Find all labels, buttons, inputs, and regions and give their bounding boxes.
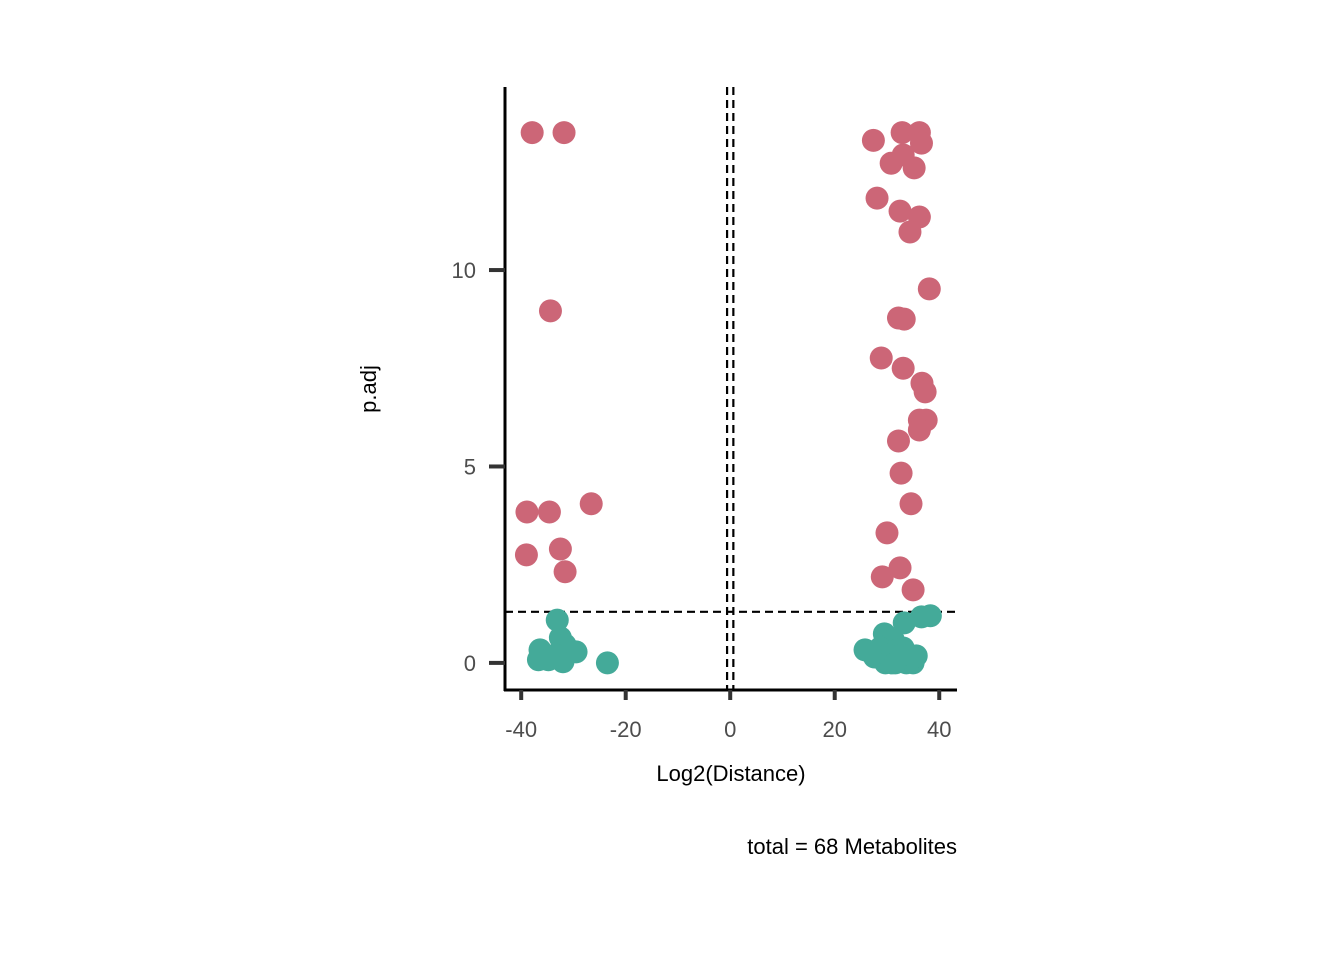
data-point — [538, 299, 562, 323]
data-point — [548, 537, 572, 561]
data-point — [875, 521, 899, 545]
data-point — [892, 307, 916, 331]
y-tick-label: 5 — [464, 454, 476, 479]
data-point — [889, 461, 913, 485]
data-point — [861, 128, 885, 152]
y-tick-label: 10 — [452, 258, 476, 283]
data-point — [888, 199, 912, 223]
data-point — [892, 611, 916, 635]
data-point — [537, 500, 561, 524]
data-point — [520, 121, 544, 145]
reference-lines — [505, 87, 957, 690]
data-point — [865, 186, 889, 210]
x-tick-label: -40 — [505, 717, 537, 742]
data-point — [899, 492, 923, 516]
data-point — [889, 643, 913, 667]
x-tick-label: 20 — [822, 717, 846, 742]
data-point — [514, 543, 538, 567]
data-point — [858, 640, 882, 664]
x-axis-label: Log2(Distance) — [656, 761, 805, 786]
data-point — [907, 418, 931, 442]
y-tick-label: 0 — [464, 651, 476, 676]
data-point — [515, 500, 539, 524]
data-point — [888, 556, 912, 580]
caption: total = 68 Metabolites — [747, 834, 957, 859]
data-point — [552, 121, 576, 145]
y-axis-ticks: 0 5 10 — [452, 258, 505, 676]
data-points — [514, 121, 942, 675]
y-axis-label: p.adj — [356, 365, 381, 413]
data-point — [909, 131, 933, 155]
data-point — [545, 608, 569, 632]
data-point — [898, 220, 922, 244]
data-point — [869, 346, 893, 370]
data-point — [595, 651, 619, 675]
data-point — [890, 121, 914, 145]
data-point — [870, 565, 894, 589]
data-point — [891, 356, 915, 380]
data-point — [917, 277, 941, 301]
x-tick-label: 0 — [724, 717, 736, 742]
data-point — [579, 492, 603, 516]
x-tick-label: -20 — [610, 717, 642, 742]
data-point — [901, 578, 925, 602]
data-point — [553, 560, 577, 584]
x-tick-label: 40 — [927, 717, 951, 742]
data-point — [902, 156, 926, 180]
data-point — [886, 429, 910, 453]
data-point — [536, 648, 560, 672]
data-point — [913, 380, 937, 404]
x-axis-ticks: -40 -20 0 20 40 — [505, 690, 951, 742]
